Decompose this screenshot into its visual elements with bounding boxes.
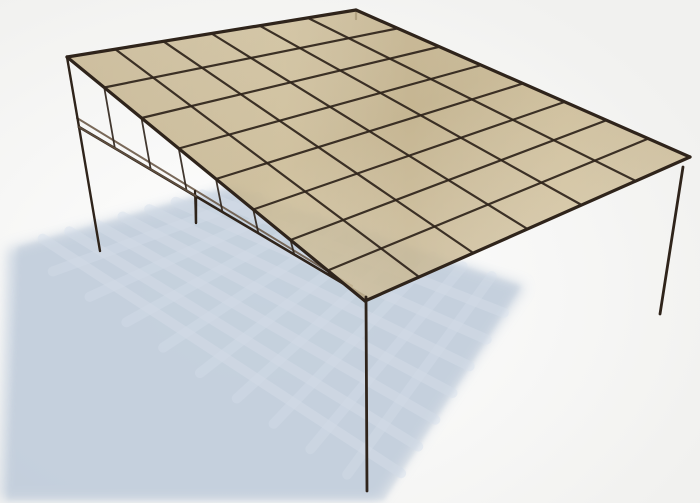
roof-grid-line [214,82,525,181]
roof-edge [65,55,367,303]
roof-grid-line [252,100,566,211]
roof-edge [354,8,692,159]
roof-grid-line [177,64,483,150]
roof-grid-line [140,45,441,120]
roof-grid-line [103,27,399,89]
leg-back-left [77,125,102,253]
side-rafter [140,117,152,171]
roof-grid-line [326,137,650,272]
canopy-frame-back [65,8,368,302]
roof-grid [103,16,650,279]
roof-edge [363,155,692,303]
roof-edge [65,8,358,59]
leg-front-right [658,165,685,316]
canopy-roof [67,10,690,301]
side-rafter [215,178,224,213]
side-beam-inner [76,117,353,287]
support-beam [78,126,197,197]
leg-front-left [364,295,369,493]
side-rafter [177,147,188,192]
canopy-frame-front [65,8,692,493]
side-rafter [66,56,80,128]
side-rafter [252,208,260,235]
side-rafter [103,86,116,150]
roof-grid-line [289,119,608,242]
